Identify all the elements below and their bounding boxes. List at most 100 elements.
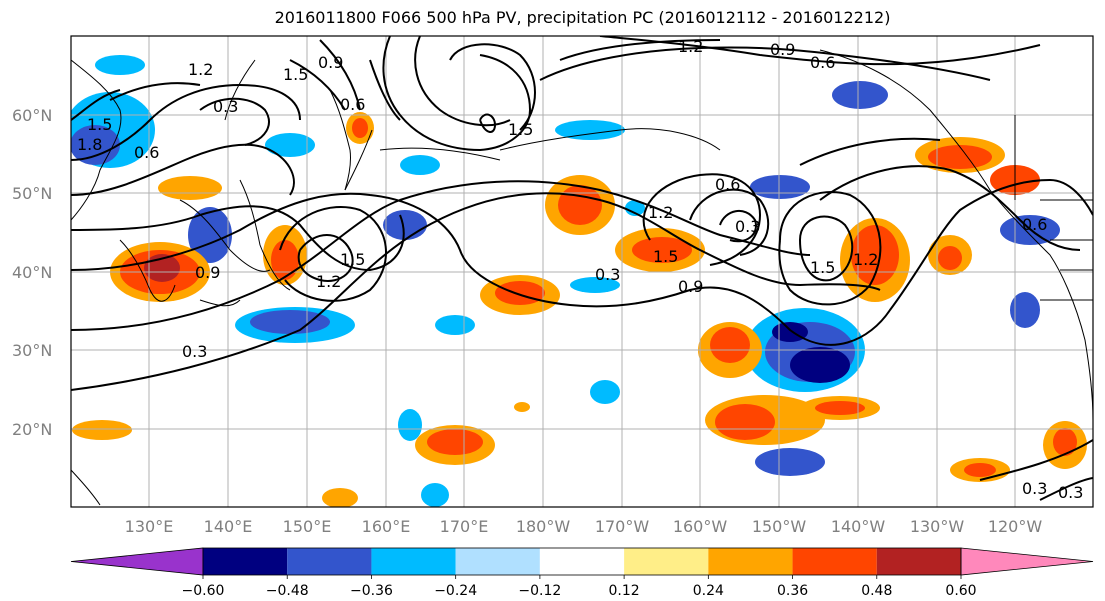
- precip-positive-area: [715, 404, 775, 440]
- colorbar: −0.60 −0.48 −0.36 −0.24 −0.12 0.12 0.24 0.36 0.4…: [70, 547, 1094, 599]
- contour-label: 0.3: [1058, 483, 1083, 502]
- colorbar-tick-label: 0.48: [861, 583, 892, 599]
- precip-positive-area: [271, 240, 299, 280]
- contour-label: 0.3: [213, 97, 238, 116]
- precip-negative-area: [421, 483, 449, 507]
- precip-positive-area: [815, 401, 865, 415]
- colorbar-tick-label: −0.60: [182, 583, 225, 599]
- contour-label: 0.3: [182, 342, 207, 361]
- lon-label: 130°W: [910, 517, 965, 536]
- precip-negative-area: [95, 55, 145, 75]
- graticule: [71, 36, 1093, 507]
- precip-negative-area: [750, 175, 810, 199]
- precip-positive-area: [322, 488, 358, 507]
- contour-label: 1.5: [508, 120, 533, 139]
- contour-label: 1.8: [77, 135, 102, 154]
- precip-negative-area: [625, 200, 645, 216]
- colorbar-tick-label: 0.24: [693, 583, 724, 599]
- contour-label: 0.3: [1022, 479, 1047, 498]
- contour-label: 1.5: [87, 115, 112, 134]
- contour-label: 1.2: [188, 60, 213, 79]
- map-frame: [70, 35, 1094, 508]
- precip-positive-area: [558, 185, 602, 225]
- lon-label: 170°W: [595, 517, 650, 536]
- colorbar-tick-label: 0.36: [777, 583, 808, 599]
- precip-positive-area: [72, 420, 132, 440]
- precip-negative-area: [570, 277, 620, 293]
- contour-label: 0.9: [195, 263, 220, 282]
- colorbar-outline: [202, 547, 962, 576]
- precip-negative-area: [755, 448, 825, 476]
- precip-negative-area: [383, 210, 427, 240]
- precip-positive-area: [938, 246, 962, 270]
- colorbar-extend-max: [960, 547, 1094, 576]
- contour-label: 0.3: [735, 217, 760, 236]
- contour-label: 0.9: [318, 53, 343, 72]
- coastlines: [71, 49, 1093, 506]
- precip-positive-area: [495, 281, 545, 305]
- colorbar-segment: [539, 548, 625, 575]
- map-plot-area: 1.2 1.5 0.9 0.3 1.5 1.8 0.6 0.6 1.5 1.2 …: [71, 36, 1093, 507]
- longitude-labels: 130°E 140°E 150°E 160°E 170°E 180°W 170°…: [125, 517, 1043, 536]
- contour-label: 1.2: [853, 250, 878, 269]
- precip-negative-area: [400, 155, 440, 175]
- precip-negative-area: [790, 347, 850, 383]
- precip-negative-area: [590, 380, 620, 404]
- contour-label: 0.3: [595, 265, 620, 284]
- contour-label: 1.2: [316, 272, 341, 291]
- lon-label: 150°E: [283, 517, 332, 536]
- lon-label: 160°W: [673, 517, 728, 536]
- colorbar-segment: [792, 548, 877, 575]
- precip-positive-area: [427, 429, 483, 455]
- contour-labels: 1.2 1.5 0.9 0.3 1.5 1.8 0.6 0.6 1.5 1.2 …: [77, 37, 1083, 502]
- colorbar-segment: [203, 548, 288, 575]
- contour-label: 0.6: [134, 143, 159, 162]
- map-title: 2016011800 F066 500 hPa PV, precipitatio…: [274, 8, 891, 27]
- precip-positive-area: [352, 118, 368, 138]
- precip-positive-area: [851, 225, 899, 285]
- colorbar-extend-min: [70, 547, 204, 576]
- contour-label: 1.5: [810, 258, 835, 277]
- lat-label: 40°N: [12, 263, 52, 282]
- contour-label: 1.2: [678, 37, 703, 56]
- precip-negative-area: [250, 310, 330, 334]
- lon-label: 170°E: [440, 517, 489, 536]
- contour-label: 1.5: [340, 250, 365, 269]
- colorbar-tick-label: 0.60: [945, 583, 976, 599]
- precip-positive-area: [710, 327, 750, 363]
- lat-label: 30°N: [12, 341, 52, 360]
- lon-label: 120°W: [988, 517, 1043, 536]
- precip-positive-area: [514, 402, 530, 412]
- colorbar-tick-label: −0.24: [434, 583, 477, 599]
- lon-label: 150°W: [752, 517, 807, 536]
- precip-negative-area: [435, 315, 475, 335]
- lon-label: 160°E: [362, 517, 411, 536]
- contour-label: 0.9: [770, 40, 795, 59]
- precip-positive-area: [1053, 428, 1077, 456]
- colorbar-tick-label: 0.12: [609, 583, 640, 599]
- precip-negative-area: [1010, 292, 1040, 328]
- contour-label: 0.6: [1022, 215, 1047, 234]
- colorbar-segment: [624, 548, 709, 575]
- precip-negative-area: [832, 81, 888, 109]
- lat-label: 50°N: [12, 184, 52, 203]
- precip-negative-area: [188, 207, 232, 263]
- lon-label: 180°W: [516, 517, 571, 536]
- colorbar-segment: [371, 548, 456, 575]
- contour-label: 0.6: [340, 95, 365, 114]
- lat-label: 20°N: [12, 420, 52, 439]
- colorbar-tick-label: −0.12: [518, 583, 561, 599]
- contour-label: 1.2: [648, 203, 673, 222]
- contour-label: 1.5: [283, 65, 308, 84]
- colorbar-segment: [287, 548, 372, 575]
- precip-negative-area: [555, 120, 625, 140]
- colorbar-segment: [876, 548, 961, 575]
- precip-positive-area: [964, 463, 996, 477]
- contour-label: 0.6: [810, 53, 835, 72]
- precip-positive-area: [928, 145, 992, 169]
- lon-label: 130°E: [125, 517, 174, 536]
- contour-label: 0.9: [678, 277, 703, 296]
- contour-label: 1.5: [653, 247, 678, 266]
- lon-label: 140°E: [204, 517, 253, 536]
